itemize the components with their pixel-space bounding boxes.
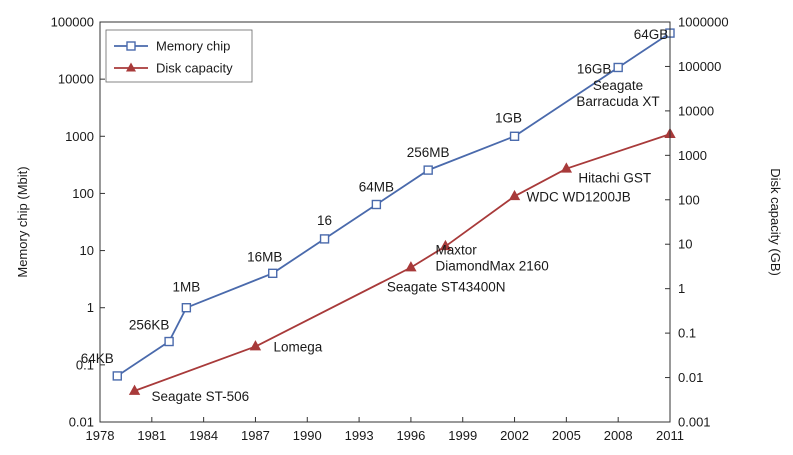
x-tick-label: 1990 [293, 428, 322, 443]
data-label: 16GB [577, 61, 612, 76]
data-label: 1GB [495, 110, 522, 125]
right-tick-label: 100000 [678, 59, 721, 74]
disk-capacity-marker [128, 384, 141, 395]
series-markers [112, 28, 676, 395]
left-tick-label: 10000 [58, 72, 94, 87]
legend-box [105, 29, 253, 83]
left-tick-label: 100000 [51, 15, 94, 30]
legend-label: Disk capacity [156, 61, 233, 76]
right-tick-label: 0.1 [678, 326, 696, 341]
left-tick-label: 0.01 [69, 415, 94, 430]
data-label: 1MB [172, 280, 200, 295]
right-tick-label: 100 [678, 192, 700, 207]
data-label: 64KB [81, 351, 114, 366]
x-tick-label: 2008 [604, 428, 633, 443]
legend-marker-triangle [126, 62, 136, 72]
left-tick-label: 0.1 [76, 357, 94, 372]
series-lines [116, 32, 671, 392]
right-tick-label: 1 [678, 281, 685, 296]
memory-chip-marker [509, 131, 520, 141]
data-label: 64MB [359, 180, 394, 195]
x-tick-label: 1999 [448, 428, 477, 443]
disk-capacity-marker [439, 239, 452, 251]
x-tick-label: 1987 [241, 428, 270, 443]
data-label: Seagate ST43400N [387, 279, 506, 294]
legend: Memory chip Disk capacity [105, 29, 253, 83]
left-tick-label: 1000 [65, 129, 94, 144]
x-tick-label: 2005 [552, 428, 581, 443]
right-axis-ticks: 0.001 0.01 0.1 1 10 100 1000 10000 100000 1000000 [665, 15, 729, 430]
data-label: 16 [317, 213, 332, 228]
data-label: 256MB [407, 145, 450, 160]
x-tick-label: 1993 [345, 428, 374, 443]
x-tick-label: 1996 [396, 428, 425, 443]
data-label: Hitachi GST [578, 171, 651, 186]
data-label: Lomega [273, 339, 322, 354]
memory-chip-marker [268, 268, 278, 279]
memory-chip-marker [319, 234, 330, 244]
right-tick-label: 1000000 [678, 15, 729, 30]
data-label: 16MB [247, 249, 282, 264]
right-axis-label: Disk capacity (GB) [768, 168, 783, 276]
disk-capacity-marker [508, 189, 521, 201]
plot-frame [99, 21, 671, 423]
memory-chip-marker [164, 336, 174, 347]
memory-chip-marker [371, 199, 382, 210]
x-axis-ticks: 1978 1981 1984 1987 1990 1993 1996 1999 2002 2005… [86, 417, 684, 443]
x-tick-label: 2002 [500, 428, 529, 443]
left-axis-ticks: 0.01 0.1 1 10 100 1000 10000 100000 [51, 15, 105, 430]
x-tick-label: 1984 [189, 428, 218, 443]
series-line-memory-chip [116, 32, 671, 377]
memory-chip-marker [423, 165, 433, 175]
x-tick-label: 2011 [656, 428, 684, 443]
legend-marker-square [126, 41, 136, 51]
memory-chip-marker [181, 303, 192, 313]
right-tick-label: 0.01 [678, 370, 703, 385]
right-tick-label: 10 [678, 237, 692, 252]
x-tick-label: 1978 [86, 428, 115, 443]
left-tick-label: 10 [80, 243, 94, 258]
data-labels: 64KB 256KB 1MB 16MB 16 64MB 256MB 1GB 16GB 64GB Se… [81, 27, 669, 404]
data-label: 64GB [634, 27, 669, 42]
data-label: 256KB [129, 318, 170, 333]
left-axis-label: Memory chip (Mbit) [15, 166, 30, 277]
right-tick-label: 1000 [678, 148, 707, 163]
x-tick-label: 1981 [137, 428, 166, 443]
disk-capacity-marker [249, 340, 262, 351]
legend-label: Memory chip [156, 39, 230, 54]
memory-chip-marker [112, 371, 122, 381]
disk-capacity-marker [560, 162, 573, 173]
right-tick-label: 0.001 [678, 415, 711, 430]
data-label: Seagate ST-506 [152, 389, 250, 404]
data-label: Seagate Barracuda XT [576, 78, 659, 109]
disk-capacity-marker [405, 261, 417, 272]
left-tick-label: 100 [72, 186, 94, 201]
data-label: WDC WD1200JB [527, 189, 631, 204]
right-tick-label: 10000 [678, 103, 714, 118]
data-label: Maxtor DiamondMax 2160 [435, 242, 548, 273]
left-tick-label: 1 [87, 300, 94, 315]
memory-chip-marker [613, 62, 623, 73]
